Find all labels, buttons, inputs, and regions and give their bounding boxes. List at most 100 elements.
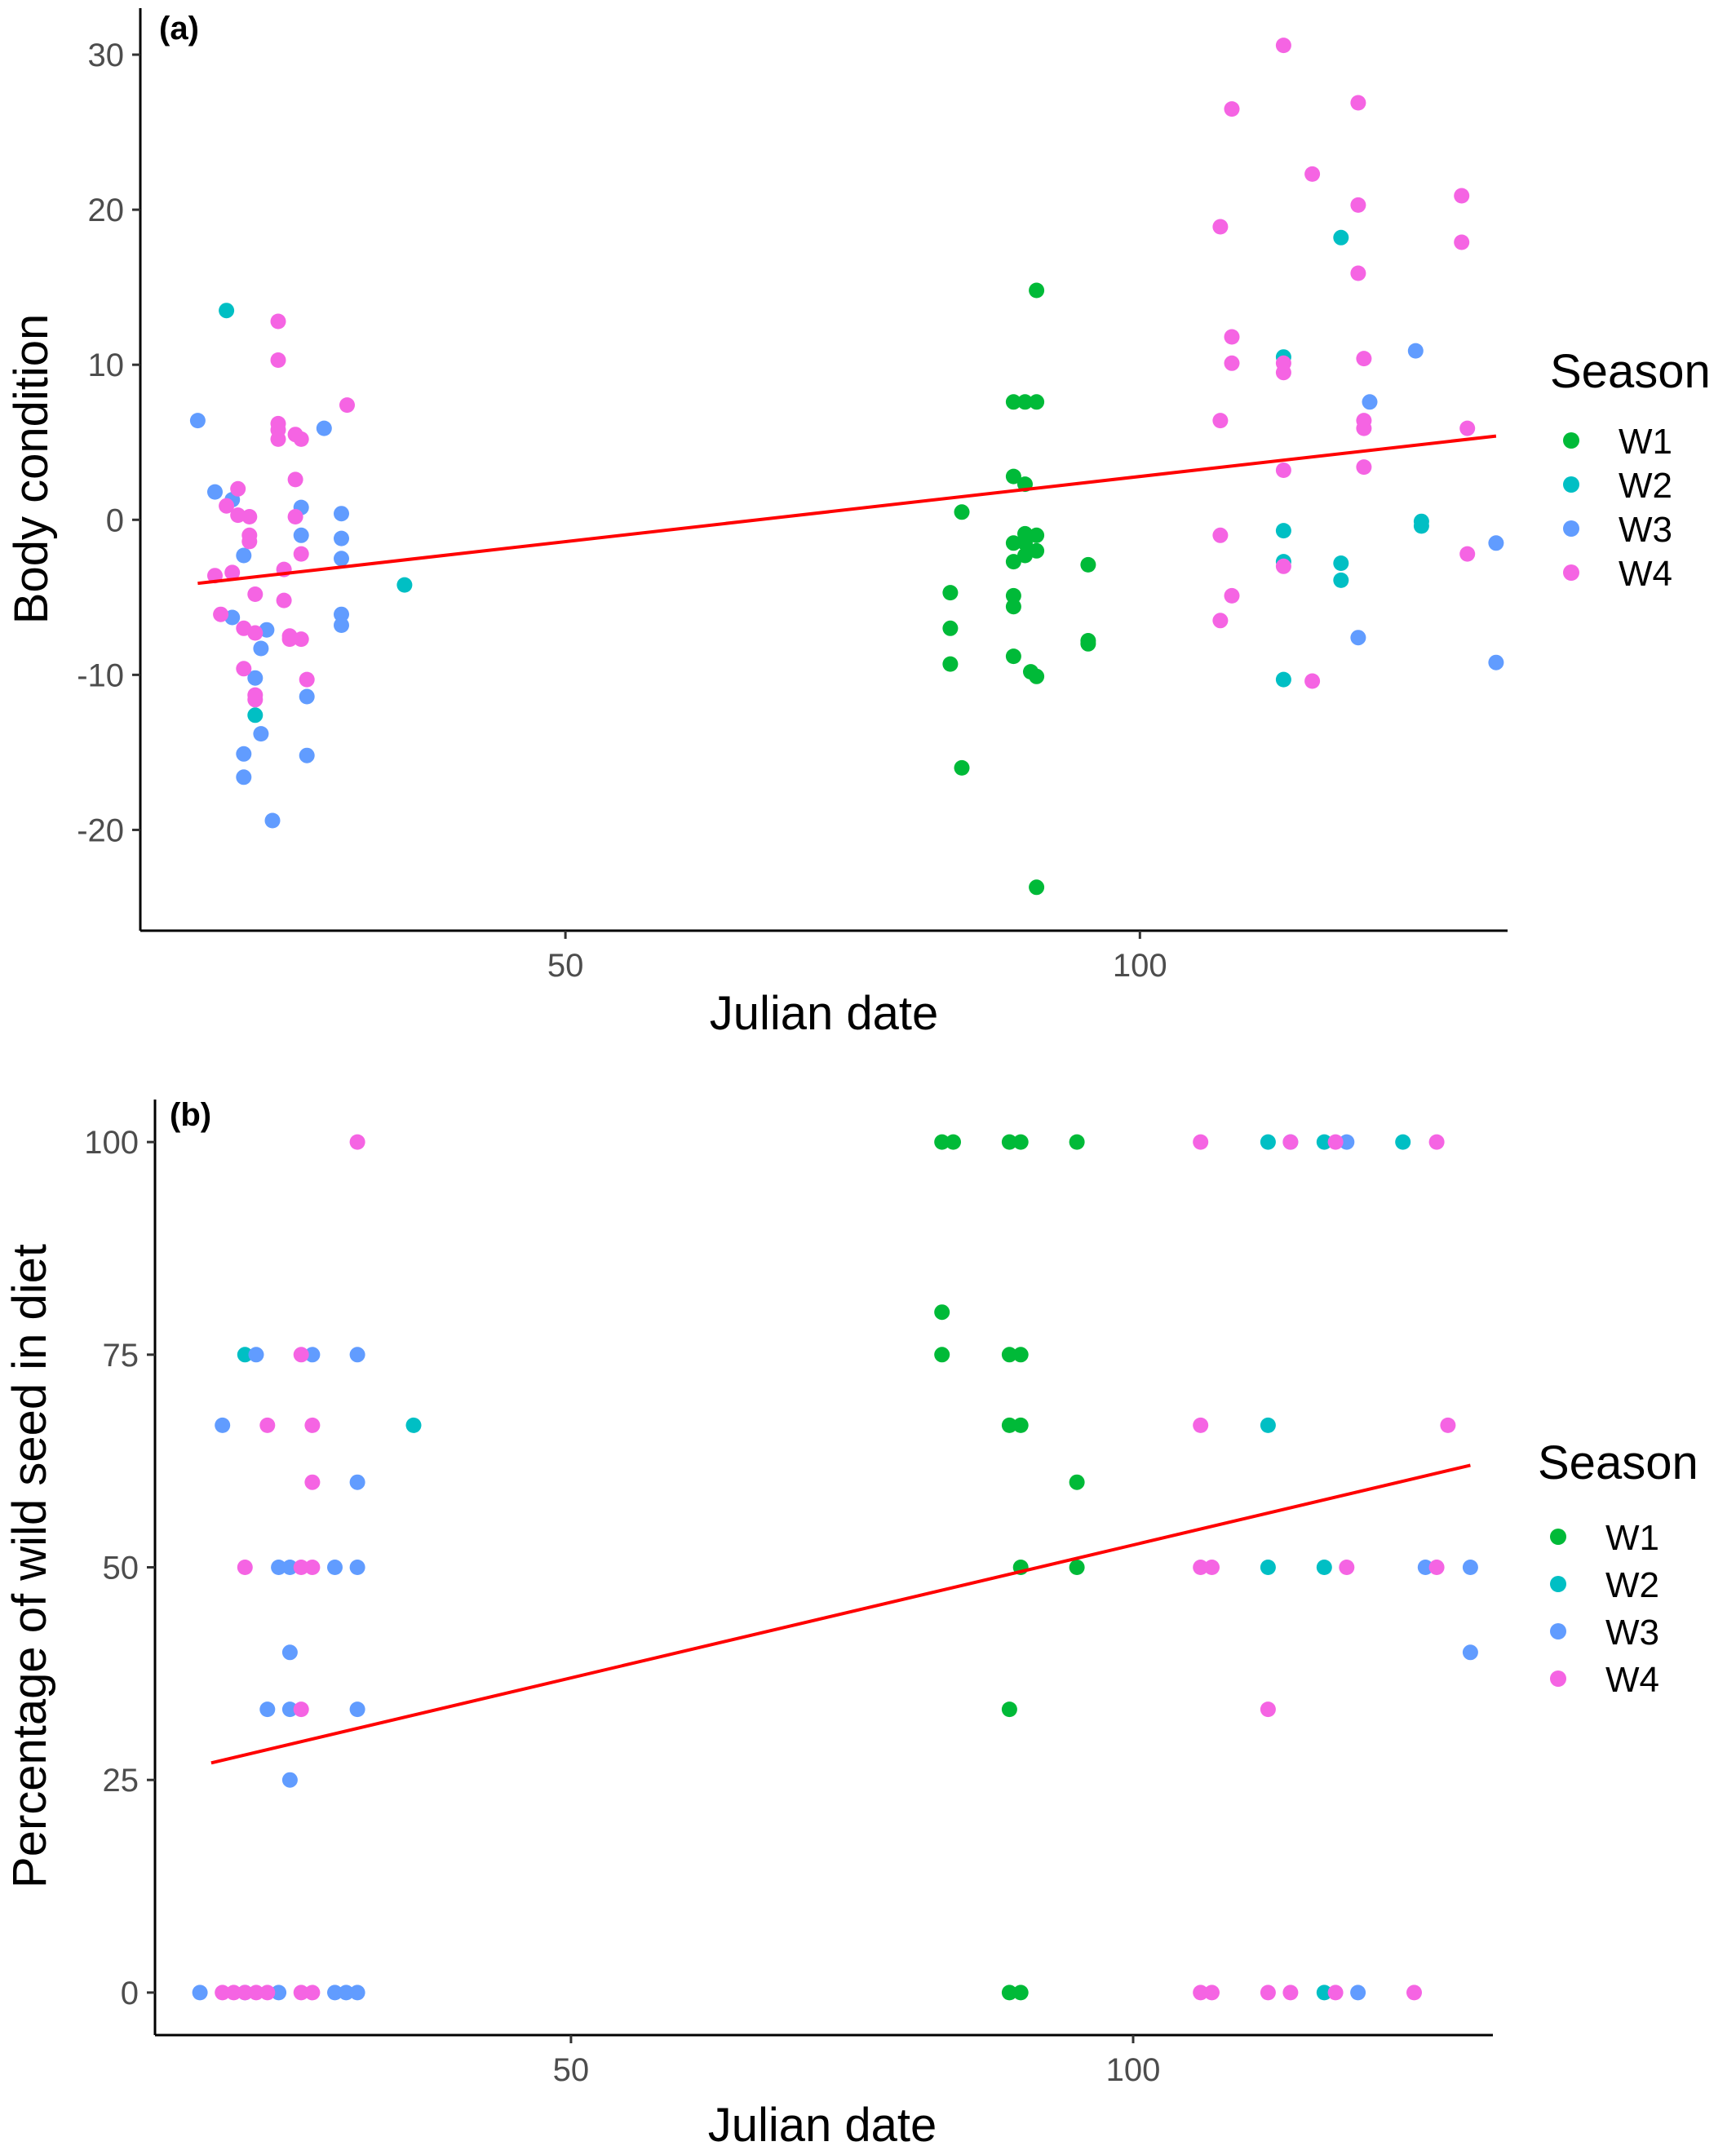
panel-a-point-w4 xyxy=(1212,413,1229,429)
panel-a-point-w3 xyxy=(1362,394,1378,410)
panel-b-legend-label-w1: W1 xyxy=(1605,1518,1659,1558)
panel-a-point-w4 xyxy=(1350,197,1366,213)
panel-b-point-w1 xyxy=(1012,1985,1029,2001)
panel-a-point-w3 xyxy=(236,769,252,785)
panel-b-point-w4 xyxy=(1193,1560,1209,1575)
panel-b-point-w4 xyxy=(1428,1134,1445,1150)
panel-b-points xyxy=(192,1134,1478,2001)
panel-a-point-w1 xyxy=(954,504,970,520)
panel-b-y-tick-label: 25 xyxy=(103,1763,140,1799)
panel-a-point-w2 xyxy=(1333,229,1349,246)
panel-b-point-w2 xyxy=(1260,1417,1276,1433)
panel-a-point-w4 xyxy=(293,631,309,648)
panel-b-point-w3 xyxy=(281,1560,298,1575)
panel-a-point-w1 xyxy=(1029,668,1045,684)
panel-b-point-w1 xyxy=(1012,1417,1029,1433)
panel-b-y-tick-label: 0 xyxy=(121,1976,139,2011)
panel-b-point-w4 xyxy=(304,1560,321,1575)
panel-b: (b) 0 25 50 75 100 50 100 Julian date Percent… xyxy=(3,1097,1698,2152)
panel-b-point-w3 xyxy=(349,1347,365,1363)
panel-a-point-w4 xyxy=(1224,587,1240,604)
panel-a-point-w2 xyxy=(247,707,264,723)
panel-b-x-tick-label: 100 xyxy=(1106,2052,1161,2088)
panel-b-point-w4 xyxy=(1193,1985,1209,2001)
panel-b-legend-key-w3 xyxy=(1550,1623,1566,1639)
panel-b-y-ticks: 0 25 50 75 100 xyxy=(84,1125,155,2011)
panel-a-point-w1 xyxy=(1005,599,1021,615)
panel-a-point-w3 xyxy=(236,746,252,762)
panel-b-point-w3 xyxy=(349,1474,365,1490)
panel-a-legend-key-w3 xyxy=(1563,520,1579,537)
panel-b-point-w1 xyxy=(1069,1474,1085,1490)
panel-b-point-w3 xyxy=(271,1560,287,1575)
panel-b-point-w4 xyxy=(304,1985,321,2001)
panel-a-y-tick-label: 0 xyxy=(106,502,124,538)
panel-b-point-w3 xyxy=(1339,1134,1355,1150)
panel-a-y-ticks: -20 -10 0 10 20 30 xyxy=(77,38,140,848)
panel-b-point-w2 xyxy=(1260,1134,1276,1150)
panel-a-point-w4 xyxy=(1212,613,1229,629)
panel-b-point-w3 xyxy=(338,1985,354,2001)
panel-b-legend-key-w1 xyxy=(1550,1529,1566,1545)
panel-b-x-ticks: 50 100 xyxy=(553,2035,1161,2088)
panel-a-y-tick-label: 10 xyxy=(88,347,125,383)
panel-a-point-w1 xyxy=(1080,635,1096,652)
panel-b-point-w1 xyxy=(1001,1134,1017,1150)
panel-b-point-w1 xyxy=(934,1134,950,1150)
panel-b-point-w3 xyxy=(349,1701,365,1718)
panel-a-point-w1 xyxy=(1005,535,1021,551)
panel-a-point-w3 xyxy=(299,747,315,763)
panel-a-point-w4 xyxy=(1275,558,1291,574)
panel-b-point-w1 xyxy=(1069,1134,1085,1150)
panel-a-point-w3 xyxy=(264,812,281,829)
panel-a-point-w3 xyxy=(189,413,206,429)
panel-a-point-w4 xyxy=(1212,219,1229,235)
panel-a-point-w4 xyxy=(1212,527,1229,543)
panel-b-point-w2 xyxy=(237,1347,253,1363)
panel-a-point-w3 xyxy=(334,530,349,546)
panel-a-legend-key-w4 xyxy=(1563,564,1579,581)
panel-a-point-w1 xyxy=(954,759,970,776)
panel-b-point-w4 xyxy=(1428,1560,1445,1575)
panel-b-point-w4 xyxy=(1327,1134,1344,1150)
panel-b-point-w1 xyxy=(1001,1701,1017,1718)
panel-a-point-w3 xyxy=(334,551,349,567)
panel-a-legend-key-w2 xyxy=(1563,476,1579,493)
panel-a-point-w4 xyxy=(270,352,286,368)
panel-a-point-w2 xyxy=(1275,671,1291,688)
panel-a-point-w3 xyxy=(236,547,252,564)
panel-b-y-tick-label: 50 xyxy=(103,1551,140,1586)
panel-a-point-w4 xyxy=(1275,38,1291,54)
panel-a-point-w1 xyxy=(942,585,959,601)
panel-a-point-w4 xyxy=(213,606,229,622)
panel-b-point-w2 xyxy=(1316,1560,1332,1575)
panel-b-legend-label-w3: W3 xyxy=(1605,1613,1659,1653)
panel-a-y-tick-label: -10 xyxy=(77,657,124,693)
panel-a-point-w4 xyxy=(1350,265,1366,281)
panel-b-point-w3 xyxy=(1350,1985,1366,2001)
panel-b-point-w4 xyxy=(1406,1985,1422,2001)
panel-b-point-w4 xyxy=(349,1134,365,1150)
panel-a-point-w4 xyxy=(1454,188,1470,204)
panel-b-point-w4 xyxy=(1327,1985,1344,2001)
panel-a-legend-label-w1: W1 xyxy=(1619,422,1672,462)
panel-a-legend-title: Season xyxy=(1550,345,1711,398)
panel-a-point-w2 xyxy=(1275,523,1291,539)
panel-a-point-w3 xyxy=(334,506,349,522)
panel-a-x-tick-label: 50 xyxy=(547,948,584,984)
panel-b-label: (b) xyxy=(170,1097,211,1133)
panel-a-point-w4 xyxy=(1224,329,1240,345)
panel-b-legend-label-w4: W4 xyxy=(1605,1660,1659,1700)
panel-b-point-w1 xyxy=(946,1134,961,1150)
panel-b-point-w4 xyxy=(259,1417,276,1433)
panel-b-point-w4 xyxy=(215,1985,231,2001)
panel-a-y-tick-label: 20 xyxy=(88,192,125,228)
panel-b-point-w3 xyxy=(349,1985,365,2001)
panel-a-point-w4 xyxy=(270,313,286,330)
panel-b-point-w4 xyxy=(304,1417,321,1433)
panel-a-point-w3 xyxy=(1488,535,1504,551)
panel-b-point-w3 xyxy=(281,1772,298,1788)
panel-a-point-w4 xyxy=(230,507,246,524)
panel-b-legend-key-w4 xyxy=(1550,1670,1566,1687)
